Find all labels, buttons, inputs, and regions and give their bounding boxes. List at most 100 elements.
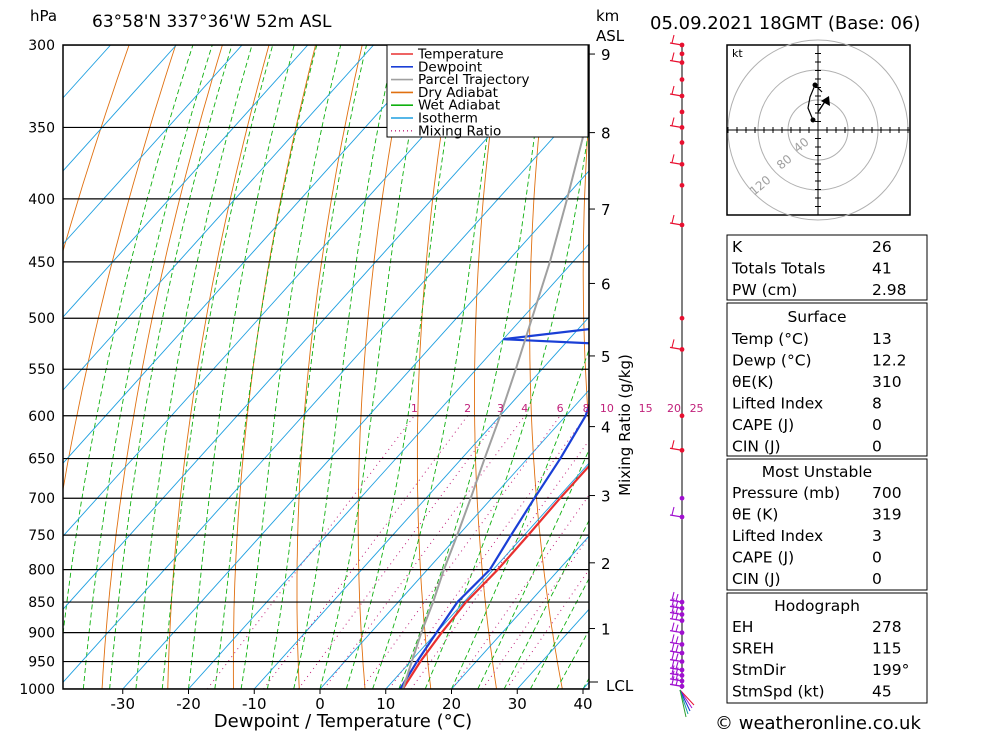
wind-barb-feather: [675, 624, 679, 632]
mixing-ratio-tick-label: 3: [497, 402, 504, 415]
dry-adiabat-line: [167, 45, 270, 689]
mixing-ratio-tick-label: 10: [600, 402, 614, 415]
index-value: 700: [872, 484, 902, 502]
wind-barb-feather: [671, 610, 675, 619]
isotherm-line: [63, 45, 243, 245]
pressure-tick-label: 900: [28, 626, 55, 642]
wet-adiabat-line: [503, 519, 589, 689]
isotherm-line: [63, 45, 177, 172]
mixing-ratio-line: [482, 535, 589, 689]
index-label: StmSpd (kt): [732, 683, 825, 701]
pressure-tick-label: 500: [28, 311, 55, 327]
wind-barb-feather: [675, 653, 679, 661]
temp-tick-label: 0: [315, 695, 325, 713]
km-tick-label: 1: [601, 621, 611, 639]
km-tick-label: 8: [601, 125, 611, 143]
dry-adiabat-line: [357, 45, 410, 689]
legend-label: Dry Adiabat: [418, 85, 498, 101]
index-label: Temp (°C): [731, 330, 809, 348]
location-title: 63°58'N 337°36'W 52m ASL: [92, 12, 332, 32]
dry-adiabat-line: [101, 45, 223, 689]
pressure-tick-label: 650: [28, 452, 55, 468]
index-value: 0: [872, 570, 882, 588]
mixing-ratio-tick-label: 20: [667, 402, 681, 415]
index-label: SREH: [732, 640, 774, 658]
pressure-axis: 300 350 400 450 500 550 600 650 700 750 800 850 900 9…: [19, 38, 55, 698]
wind-barb-feather: [675, 678, 679, 686]
legend-label: Dewpoint: [418, 59, 482, 75]
index-value: 26: [872, 238, 892, 256]
index-label: CIN (J): [732, 570, 781, 588]
wind-level-dot: [679, 222, 685, 228]
index-value: 45: [872, 683, 892, 701]
legend-label: Isotherm: [418, 111, 478, 127]
wind-barb-feather: [675, 593, 679, 602]
height-axis: 1 2 3 4 5 6 7 8 9: [589, 46, 611, 683]
mixing-ratio-line: [323, 415, 526, 689]
wind-barb-shaft: [669, 222, 683, 226]
pressure-tick-label: 350: [28, 120, 55, 136]
temp-tick-label: 20: [442, 695, 461, 713]
wet-adiabat-line: [345, 45, 462, 689]
wind-barb-feather: [671, 34, 675, 44]
index-table-box: [726, 592, 928, 704]
index-value: 41: [872, 260, 892, 278]
datetime-title: 05.09.2021 18GMT (Base: 06): [650, 13, 920, 34]
temp-tick-label: -10: [242, 695, 267, 713]
pressure-tick-label: 850: [28, 595, 55, 611]
index-value: 13: [872, 330, 892, 348]
wind-barb-shaft: [669, 514, 683, 518]
km-tick-label: 9: [601, 46, 611, 64]
wet-adiabat-line: [109, 45, 233, 689]
hodograph-unit-label: kt: [732, 47, 743, 60]
pressure-tick-label: 450: [28, 255, 55, 271]
km-tick-label: 6: [601, 275, 611, 293]
index-table-box: [726, 458, 928, 591]
index-section-title: Hodograph: [774, 597, 860, 615]
mixing-ratio-line: [388, 415, 587, 689]
wind-barb-feather: [675, 661, 679, 670]
dry-adiabat-line: [529, 45, 563, 689]
isotherm-line: [253, 316, 589, 689]
wet-adiabat-line: [530, 577, 589, 689]
wind-barb-feather: [671, 154, 675, 163]
legend-label: Parcel Trajectory: [418, 72, 530, 88]
wind-barb-feather: [671, 591, 675, 601]
mixing-ratio-axis-title: Mixing Ratio (g/kg): [616, 354, 634, 496]
index-label: Dewp (°C): [732, 352, 812, 370]
wet-adiabat-line: [63, 45, 194, 639]
legend-label: Wet Adiabat: [418, 98, 500, 114]
wet-adiabat-line: [240, 45, 342, 689]
km-tick-label: 4: [601, 419, 611, 437]
isotherm-line: [188, 243, 589, 689]
wind-barb-shaft: [669, 161, 683, 165]
temp-tick-label: 10: [376, 695, 395, 713]
wind-barb-feather: [671, 339, 675, 348]
wet-adiabat-line: [161, 45, 274, 689]
wet-adiabat-line: [477, 448, 589, 689]
temp-tick-label: -20: [176, 695, 201, 713]
index-value: 0: [872, 416, 882, 434]
mixing-ratio-line: [451, 494, 589, 689]
wind-barb-feather: [675, 672, 679, 681]
pressure-tick-label: 800: [28, 563, 55, 579]
wind-barb-feather: [671, 506, 675, 516]
temp-tick-label: -30: [111, 695, 136, 713]
wet-adiabat-line: [266, 45, 367, 689]
wet-adiabat-line: [214, 45, 318, 689]
wind-level-dot: [679, 413, 685, 419]
series-layer: [399, 112, 589, 689]
plot-frame: [62, 44, 590, 690]
isotherm-line: [451, 535, 589, 689]
index-label: K: [732, 238, 743, 256]
wind-level-dot: [679, 315, 685, 321]
index-label: Lifted Index: [732, 527, 823, 545]
mixing-ratio-tick-label: 2: [464, 402, 471, 415]
wind-barb-feather: [671, 622, 675, 631]
pressure-tick-label: 400: [28, 192, 55, 208]
km-tick-label: 2: [601, 555, 611, 573]
pressure-tick-label: 700: [28, 491, 55, 507]
isotherm-line: [385, 462, 589, 689]
